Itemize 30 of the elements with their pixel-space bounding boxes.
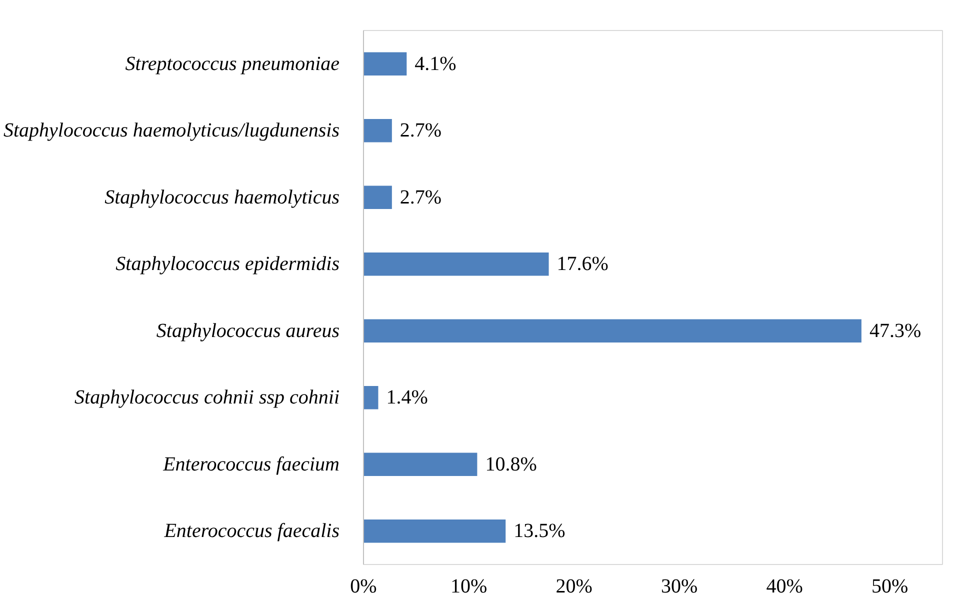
x-tick-label: 50% [872, 576, 908, 598]
y-tick-label: Staphylococcus aureus [156, 320, 340, 342]
x-tick-label: 10% [450, 576, 488, 598]
bar [364, 252, 549, 276]
x-tick-label: 40% [766, 576, 803, 598]
y-tick-label: Streptococcus pneumoniae [125, 52, 340, 75]
bar [364, 52, 407, 76]
bar [364, 519, 506, 543]
y-tick-label: Enterococcus faecium [162, 453, 340, 476]
data-label: 47.3% [869, 320, 922, 342]
bar [364, 186, 392, 210]
data-label: 2.7% [400, 120, 442, 142]
data-label: 17.6% [556, 253, 608, 276]
y-tick-label: Staphylococcus cohnii ssp cohnii [74, 386, 340, 409]
data-label: 2.7% [400, 186, 442, 208]
data-label: 10.8% [485, 453, 537, 476]
bar [364, 386, 378, 410]
bar [364, 118, 392, 142]
bar [364, 319, 862, 343]
data-label: 1.4% [386, 386, 428, 409]
y-tick-label: Staphylococcus haemolyticus/lugdunensis [3, 120, 340, 142]
y-tick-label: Staphylococcus haemolyticus [104, 186, 340, 208]
x-tick-label: 30% [660, 576, 698, 598]
y-tick-label: Staphylococcus epidermidis [116, 253, 340, 276]
x-tick-label: 0% [350, 576, 377, 598]
data-label: 4.1% [414, 52, 456, 75]
bar [364, 452, 478, 476]
x-tick-label: 20% [556, 576, 592, 598]
data-label: 13.5% [514, 520, 566, 542]
y-tick-label: Enterococcus faecalis [163, 520, 340, 542]
